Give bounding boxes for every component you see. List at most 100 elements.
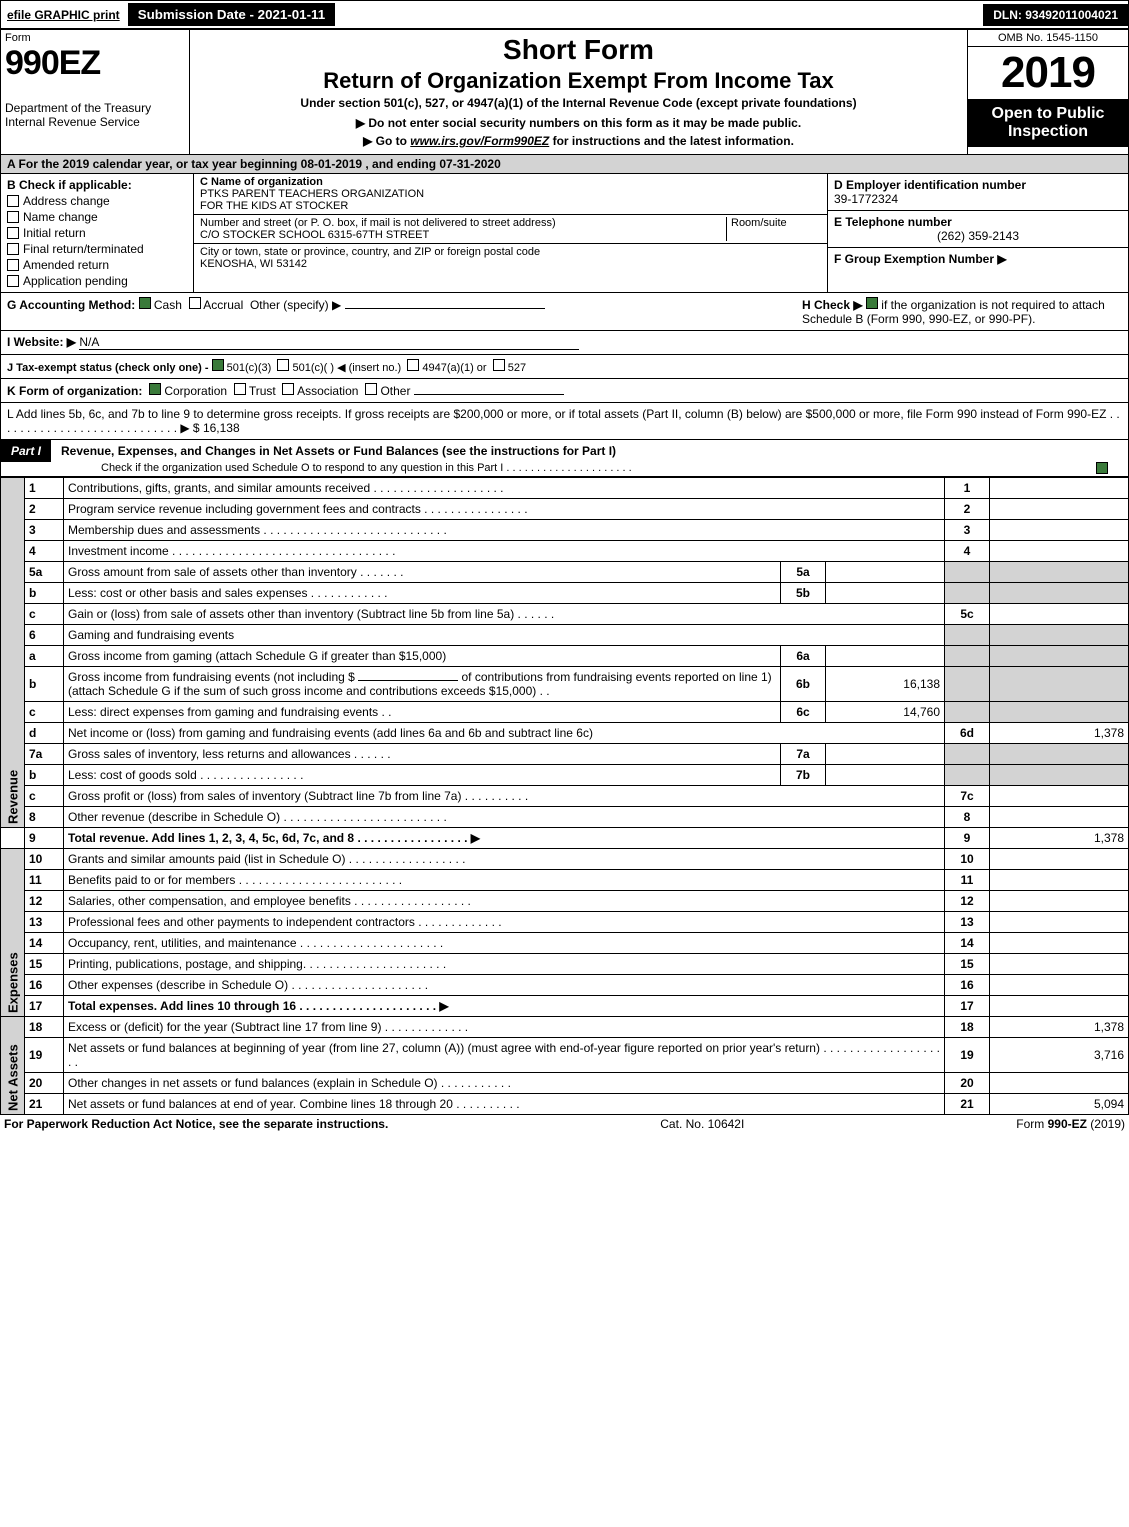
f-label: F Group Exemption Number ▶ xyxy=(834,252,1007,266)
k-label: K Form of organization: xyxy=(7,384,142,398)
line-l-gross: L Add lines 5b, 6c, and 7b to line 9 to … xyxy=(0,403,1129,440)
line-4-key: 4 xyxy=(945,541,990,562)
checkbox-icon[interactable] xyxy=(189,297,201,309)
k-other-input[interactable] xyxy=(414,394,564,395)
checkbox-icon[interactable] xyxy=(282,383,294,395)
line-6d-amt: 1,378 xyxy=(990,723,1129,744)
irs-link[interactable]: www.irs.gov/Form990EZ xyxy=(410,134,549,148)
footer-center: Cat. No. 10642I xyxy=(660,1117,744,1131)
line-7c-key: 7c xyxy=(945,786,990,807)
line-7a-desc: Gross sales of inventory, less returns a… xyxy=(64,744,781,765)
checkbox-checked-icon[interactable] xyxy=(212,359,224,371)
line-11-num: 11 xyxy=(25,870,64,891)
line-5b-num: b xyxy=(25,583,64,604)
line-14-key: 14 xyxy=(945,933,990,954)
line-14-desc: Occupancy, rent, utilities, and maintena… xyxy=(64,933,945,954)
checkbox-icon[interactable] xyxy=(277,359,289,371)
line-3-desc: Membership dues and assessments . . . . … xyxy=(64,520,945,541)
check-amended[interactable]: Amended return xyxy=(7,258,187,272)
omb-number: OMB No. 1545-1150 xyxy=(968,30,1128,47)
check-name-label: Name change xyxy=(23,210,98,224)
part1-table: Revenue 1 Contributions, gifts, grants, … xyxy=(0,477,1129,1115)
line-12-num: 12 xyxy=(25,891,64,912)
line-5a-desc: Gross amount from sale of assets other t… xyxy=(64,562,781,583)
line-10-num: 10 xyxy=(25,849,64,870)
page-footer: For Paperwork Reduction Act Notice, see … xyxy=(0,1115,1129,1133)
line-20-num: 20 xyxy=(25,1073,64,1094)
line-8-desc: Other revenue (describe in Schedule O) .… xyxy=(64,807,945,828)
check-address[interactable]: Address change xyxy=(7,194,187,208)
line-6b-desc: Gross income from fundraising events (no… xyxy=(64,667,781,702)
line-18-num: 18 xyxy=(25,1017,64,1038)
checkbox-icon xyxy=(7,195,19,207)
j-501c3: 501(c)(3) xyxy=(227,362,272,374)
line-3-key: 3 xyxy=(945,520,990,541)
org-name-1: PTKS PARENT TEACHERS ORGANIZATION xyxy=(200,188,424,200)
under-section: Under section 501(c), 527, or 4947(a)(1)… xyxy=(194,96,963,110)
k-corp: Corporation xyxy=(164,384,227,398)
line-11-desc: Benefits paid to or for members . . . . … xyxy=(64,870,945,891)
gray-cell xyxy=(990,744,1129,765)
ssn-warning: ▶ Do not enter social security numbers o… xyxy=(194,116,963,130)
line-1-desc: Contributions, gifts, grants, and simila… xyxy=(64,478,945,499)
part1-sub-text: Check if the organization used Schedule … xyxy=(101,462,632,474)
l-text: L Add lines 5b, 6c, and 7b to line 9 to … xyxy=(7,407,1120,435)
checkbox-checked-icon[interactable] xyxy=(139,297,151,309)
checkbox-icon[interactable] xyxy=(493,359,505,371)
checkbox-checked-icon[interactable] xyxy=(866,297,878,309)
line-6d-key: 6d xyxy=(945,723,990,744)
footer-right-post: (2019) xyxy=(1087,1117,1125,1131)
line-19-key: 19 xyxy=(945,1038,990,1073)
line-a-tax-year: A For the 2019 calendar year, or tax yea… xyxy=(0,155,1129,174)
check-final[interactable]: Final return/terminated xyxy=(7,242,187,256)
goto-line: ▶ Go to www.irs.gov/Form990EZ for instru… xyxy=(194,134,963,148)
line-5a-ikey: 5a xyxy=(781,562,826,583)
line-10-key: 10 xyxy=(945,849,990,870)
checkbox-icon xyxy=(7,243,19,255)
line-17-num: 17 xyxy=(25,996,64,1017)
netassets-side-label: Net Assets xyxy=(1,1017,25,1115)
gray-cell xyxy=(945,646,990,667)
line-6b-ikey: 6b xyxy=(781,667,826,702)
footer-right-pre: Form xyxy=(1016,1117,1047,1131)
efile-print-link[interactable]: efile GRAPHIC print xyxy=(1,6,126,24)
checkbox-checked-icon[interactable] xyxy=(149,383,161,395)
street-box: Number and street (or P. O. box, if mail… xyxy=(194,215,827,244)
header-right: OMB No. 1545-1150 2019 Open to Public In… xyxy=(967,30,1128,154)
line-6a-ikey: 6a xyxy=(781,646,826,667)
line-1-num: 1 xyxy=(25,478,64,499)
submission-date-button[interactable]: Submission Date - 2021-01-11 xyxy=(128,3,335,26)
j-label: J Tax-exempt status (check only one) - xyxy=(7,362,209,374)
line-k-formoforg: K Form of organization: Corporation Trus… xyxy=(0,379,1129,403)
gray-cell xyxy=(945,562,990,583)
checkbox-icon[interactable] xyxy=(234,383,246,395)
check-initial-label: Initial return xyxy=(23,226,86,240)
e-label: E Telephone number xyxy=(834,215,952,229)
line-5c-amt xyxy=(990,604,1129,625)
check-amended-label: Amended return xyxy=(23,258,109,272)
city-label: City or town, state or province, country… xyxy=(200,246,540,258)
line-10-amt xyxy=(990,849,1129,870)
checkbox-icon[interactable] xyxy=(407,359,419,371)
check-pending[interactable]: Application pending xyxy=(7,274,187,288)
checkbox-checked-icon[interactable] xyxy=(1096,462,1108,474)
org-name-2: FOR THE KIDS AT STOCKER xyxy=(200,200,348,212)
check-initial[interactable]: Initial return xyxy=(7,226,187,240)
check-name[interactable]: Name change xyxy=(7,210,187,224)
line-6b-blank[interactable] xyxy=(358,680,458,681)
line-2-key: 2 xyxy=(945,499,990,520)
line-7c-amt xyxy=(990,786,1129,807)
header-center: Short Form Return of Organization Exempt… xyxy=(190,30,967,154)
line-13-key: 13 xyxy=(945,912,990,933)
line-1-key: 1 xyxy=(945,478,990,499)
line-9-desc-b: Total revenue. Add lines 1, 2, 3, 4, 5c,… xyxy=(68,831,480,845)
checkbox-icon[interactable] xyxy=(365,383,377,395)
l-amount: 16,138 xyxy=(203,421,240,435)
dept-irs: Internal Revenue Service xyxy=(5,115,185,129)
room-suite-label: Room/suite xyxy=(726,217,821,241)
short-form-title: Short Form xyxy=(194,34,963,66)
spacer xyxy=(1,828,25,849)
g-other-input[interactable] xyxy=(345,308,545,309)
phone-box: E Telephone number (262) 359-2143 xyxy=(828,211,1128,248)
line-15-amt xyxy=(990,954,1129,975)
